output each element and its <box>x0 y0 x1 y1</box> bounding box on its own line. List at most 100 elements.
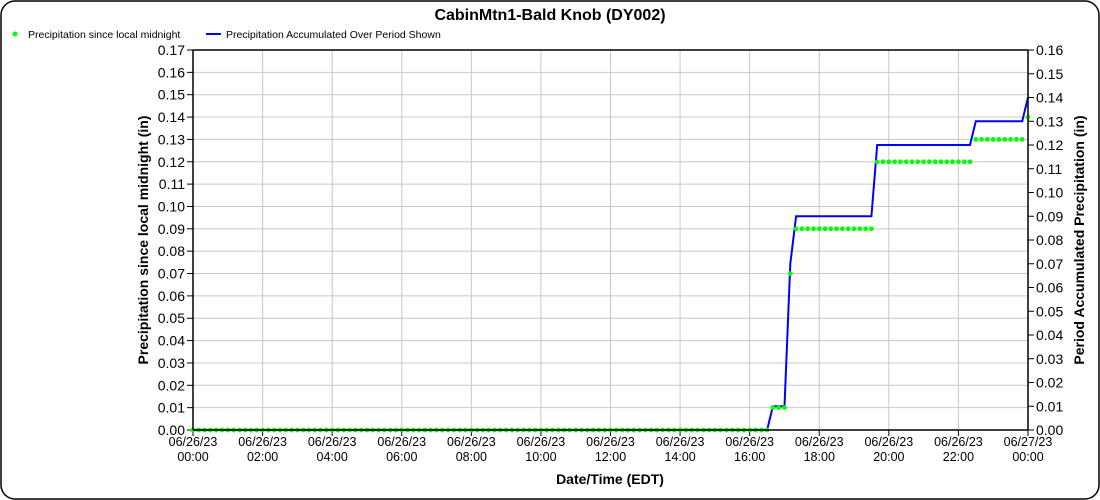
x-tick-date: 06/26/23 <box>377 435 426 449</box>
x-tick-time: 22:00 <box>943 450 974 464</box>
precip-since-midnight-point <box>990 137 996 142</box>
x-tick-date: 06/26/23 <box>934 435 983 449</box>
precip-since-midnight-point <box>828 226 834 232</box>
legend-label-accumulated: Precipitation Accumulated Over Period Sh… <box>226 29 441 41</box>
left-tick-label: 0.03 <box>158 355 185 371</box>
right-tick-label: 0.04 <box>1036 327 1063 343</box>
x-tick-time: 04:00 <box>317 450 348 464</box>
precip-since-midnight-point <box>996 137 1002 142</box>
right-tick-label: 0.12 <box>1036 137 1063 153</box>
x-tick-date: 06/26/23 <box>169 435 218 449</box>
left-tick-label: 0.02 <box>158 377 185 393</box>
left-tick-label: 0.06 <box>158 288 185 304</box>
left-tick-label: 0.05 <box>158 310 185 326</box>
precip-since-midnight-point <box>845 226 851 232</box>
precip-since-midnight-point <box>973 137 979 142</box>
precip-since-midnight-point <box>909 159 915 165</box>
x-tick-date: 06/27/23 <box>1004 435 1053 449</box>
precip-since-midnight-point <box>822 226 828 232</box>
x-tick-date: 06/26/23 <box>656 435 705 449</box>
precip-since-midnight-point <box>770 405 776 410</box>
left-tick-label: 0.15 <box>158 87 185 103</box>
left-tick-label: 0.13 <box>158 131 185 147</box>
precip-since-midnight-point <box>979 137 984 142</box>
x-tick-date: 06/26/23 <box>308 435 357 449</box>
left-tick-label: 0.04 <box>158 333 185 349</box>
right-tick-label: 0.10 <box>1036 185 1063 201</box>
x-tick-time: 12:00 <box>595 450 626 464</box>
x-tick-time: 20:00 <box>873 450 904 464</box>
left-tick-label: 0.00 <box>158 422 185 438</box>
precip-since-midnight-point <box>840 226 845 232</box>
right-tick-label: 0.16 <box>1036 42 1063 58</box>
x-axis-label: Date/Time (EDT) <box>556 471 664 487</box>
precip-since-midnight-point <box>1019 137 1025 142</box>
precip-since-midnight-point <box>782 405 787 410</box>
right-tick-label: 0.06 <box>1036 280 1063 296</box>
right-tick-label: 0.13 <box>1036 113 1063 129</box>
left-tick-label: 0.07 <box>158 266 185 282</box>
left-tick-label: 0.12 <box>158 154 185 170</box>
precip-since-midnight-point <box>776 405 782 410</box>
x-tick-time: 18:00 <box>804 450 835 464</box>
precip-since-midnight-point <box>787 271 793 276</box>
precip-since-midnight-point <box>1002 137 1008 142</box>
x-tick-date: 06/26/23 <box>238 435 287 449</box>
x-tick-time: 00:00 <box>1012 450 1043 464</box>
x-tick-date: 06/26/23 <box>447 435 496 449</box>
precip-since-midnight-point <box>915 159 921 165</box>
precip-since-midnight-point <box>799 226 805 232</box>
x-tick-time: 10:00 <box>525 450 556 464</box>
precip-since-midnight-point <box>985 137 990 142</box>
precip-since-midnight-point <box>921 159 926 165</box>
precip-since-midnight-point <box>857 226 863 232</box>
chart-title: CabinMtn1-Bald Knob (DY002) <box>434 7 665 24</box>
left-tick-label: 0.14 <box>158 109 185 125</box>
legend-dot-marker <box>12 31 18 37</box>
right-tick-label: 0.05 <box>1036 303 1063 319</box>
precip-since-midnight-point <box>898 159 903 165</box>
precip-since-midnight-point <box>886 159 892 165</box>
right-tick-label: 0.11 <box>1036 161 1062 177</box>
left-tick-label: 0.16 <box>158 64 185 80</box>
left-tick-label: 0.10 <box>158 198 185 214</box>
left-tick-label: 0.01 <box>158 400 185 416</box>
precip-since-midnight-point <box>950 159 955 165</box>
x-tick-date: 06/26/23 <box>795 435 844 449</box>
x-tick-time: 08:00 <box>456 450 487 464</box>
right-y-axis-ticks: 0.00 0.01 0.02 0.03 0.04 0.05 0.06 0.07 0.08 0.09… <box>1028 42 1063 438</box>
precip-since-midnight-point <box>851 226 857 232</box>
precip-since-midnight-point <box>927 159 932 165</box>
right-tick-label: 0.08 <box>1036 232 1063 248</box>
precip-since-midnight-point <box>869 226 874 232</box>
precip-since-midnight-point <box>811 226 816 232</box>
precip-since-midnight-point <box>944 159 950 165</box>
left-y-axis-ticks: 0.00 0.01 0.02 0.03 0.04 0.05 0.06 0.07 0.08 0.09… <box>158 42 193 438</box>
x-axis-ticks: 06/26/2300:0006/26/2302:0006/26/2304:000… <box>169 430 1053 464</box>
right-tick-label: 0.03 <box>1036 351 1063 367</box>
right-tick-label: 0.15 <box>1036 66 1063 82</box>
precip-since-midnight-point <box>834 226 839 232</box>
right-tick-label: 0.02 <box>1036 375 1063 391</box>
precip-since-midnight-point <box>938 159 944 165</box>
right-tick-label: 0.00 <box>1036 422 1063 438</box>
x-tick-time: 06:00 <box>386 450 417 464</box>
x-tick-date: 06/26/23 <box>725 435 774 449</box>
precip-since-midnight-point <box>956 159 961 165</box>
right-tick-label: 0.07 <box>1036 256 1063 272</box>
precip-since-midnight-point <box>961 159 967 165</box>
x-tick-date: 06/26/23 <box>864 435 913 449</box>
x-tick-date: 06/26/23 <box>517 435 566 449</box>
legend: Precipitation since local midnight Preci… <box>12 29 441 41</box>
x-tick-time: 00:00 <box>177 450 208 464</box>
right-tick-label: 0.09 <box>1036 208 1063 224</box>
y-axis-label-right: Period Accumulated Precipitation (in) <box>1071 115 1087 364</box>
left-tick-label: 0.11 <box>159 176 185 192</box>
right-tick-label: 0.14 <box>1036 90 1063 106</box>
x-tick-date: 06/26/23 <box>586 435 635 449</box>
x-tick-time: 02:00 <box>247 450 278 464</box>
y-axis-label-left: Precipitation since local midnight (in) <box>135 116 151 365</box>
precip-since-midnight-point <box>805 226 811 232</box>
precip-since-midnight-point <box>1014 137 1019 142</box>
